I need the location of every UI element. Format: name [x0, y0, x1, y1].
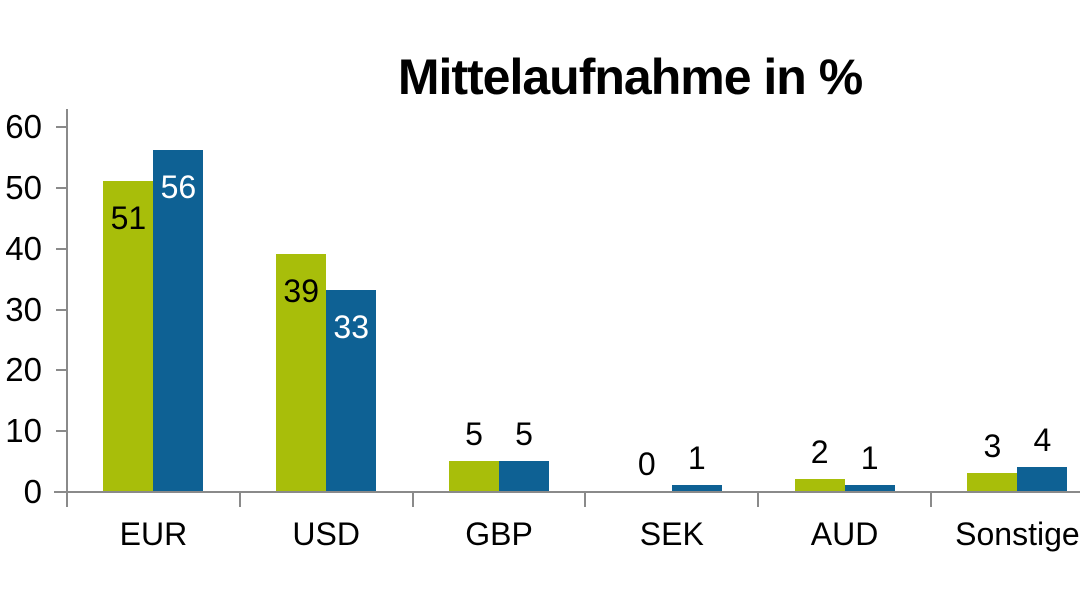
- bar-usd-blue: [326, 290, 377, 491]
- x-category-label-sonstige: Sonstige: [955, 516, 1080, 552]
- bar-value-label-gbp-blue: 5: [515, 415, 533, 452]
- bar-value-label-sonstige-green: 3: [983, 427, 1002, 464]
- y-tick-label: 10: [5, 412, 42, 450]
- bar-value-label-sek-blue: 1: [687, 439, 706, 476]
- bar-value-label-eur-blue: 56: [160, 169, 197, 206]
- x-tick: [238, 491, 241, 507]
- bar-value-label-sonstige-blue: 4: [1033, 421, 1052, 458]
- x-tick: [584, 491, 587, 507]
- bar-gbp-green: [449, 460, 499, 491]
- bar-aud-blue: [844, 484, 895, 491]
- x-category-label-sek: SEK: [639, 516, 704, 552]
- y-tick: [56, 126, 67, 128]
- y-axis-line: [66, 109, 68, 493]
- y-tick-label: 60: [5, 108, 42, 145]
- bar-eur-blue: [153, 150, 204, 491]
- bar-value-label-eur-green: 51: [110, 199, 147, 236]
- bar-value-label-aud-green: 2: [810, 433, 829, 470]
- y-tick-label: 0: [23, 473, 42, 510]
- y-tick: [56, 186, 67, 189]
- y-tick: [56, 308, 67, 311]
- x-tick: [757, 491, 760, 507]
- x-category-label-aud: AUD: [810, 516, 879, 552]
- bar-value-label-aud-blue: 1: [860, 439, 879, 476]
- y-tick: [56, 430, 67, 433]
- x-tick: [66, 491, 68, 507]
- x-tick: [411, 491, 414, 507]
- y-tick: [56, 247, 67, 250]
- y-tick: [56, 491, 67, 493]
- x-tick: [930, 491, 932, 507]
- bar-usd-green: [276, 253, 327, 491]
- y-tick-label: 20: [5, 351, 42, 389]
- bar-sonstige-blue: [1017, 466, 1068, 491]
- x-axis-line: [54, 491, 1080, 493]
- bar-value-label-usd-green: 39: [283, 272, 319, 309]
- bar-gbp-blue: [499, 460, 549, 491]
- y-tick: [56, 369, 67, 372]
- x-category-label-eur: EUR: [119, 516, 188, 552]
- y-tick-label: 40: [5, 229, 42, 267]
- bar-value-label-gbp-green: 5: [465, 415, 483, 452]
- x-category-label-gbp: GBP: [465, 516, 533, 552]
- bar-aud-green: [794, 478, 845, 491]
- bar-value-label-usd-blue: 33: [333, 309, 369, 346]
- bar-value-label-sek-green: 0: [637, 446, 656, 482]
- bar-sonstige-green: [967, 472, 1018, 491]
- y-tick-label: 30: [5, 290, 42, 328]
- y-tick-label: 50: [5, 168, 42, 206]
- chart-title: Mittelaufnahme in %: [397, 49, 863, 105]
- bar-eur-green: [103, 180, 154, 491]
- x-category-label-usd: USD: [292, 516, 360, 552]
- bar-sek-blue: [671, 484, 722, 491]
